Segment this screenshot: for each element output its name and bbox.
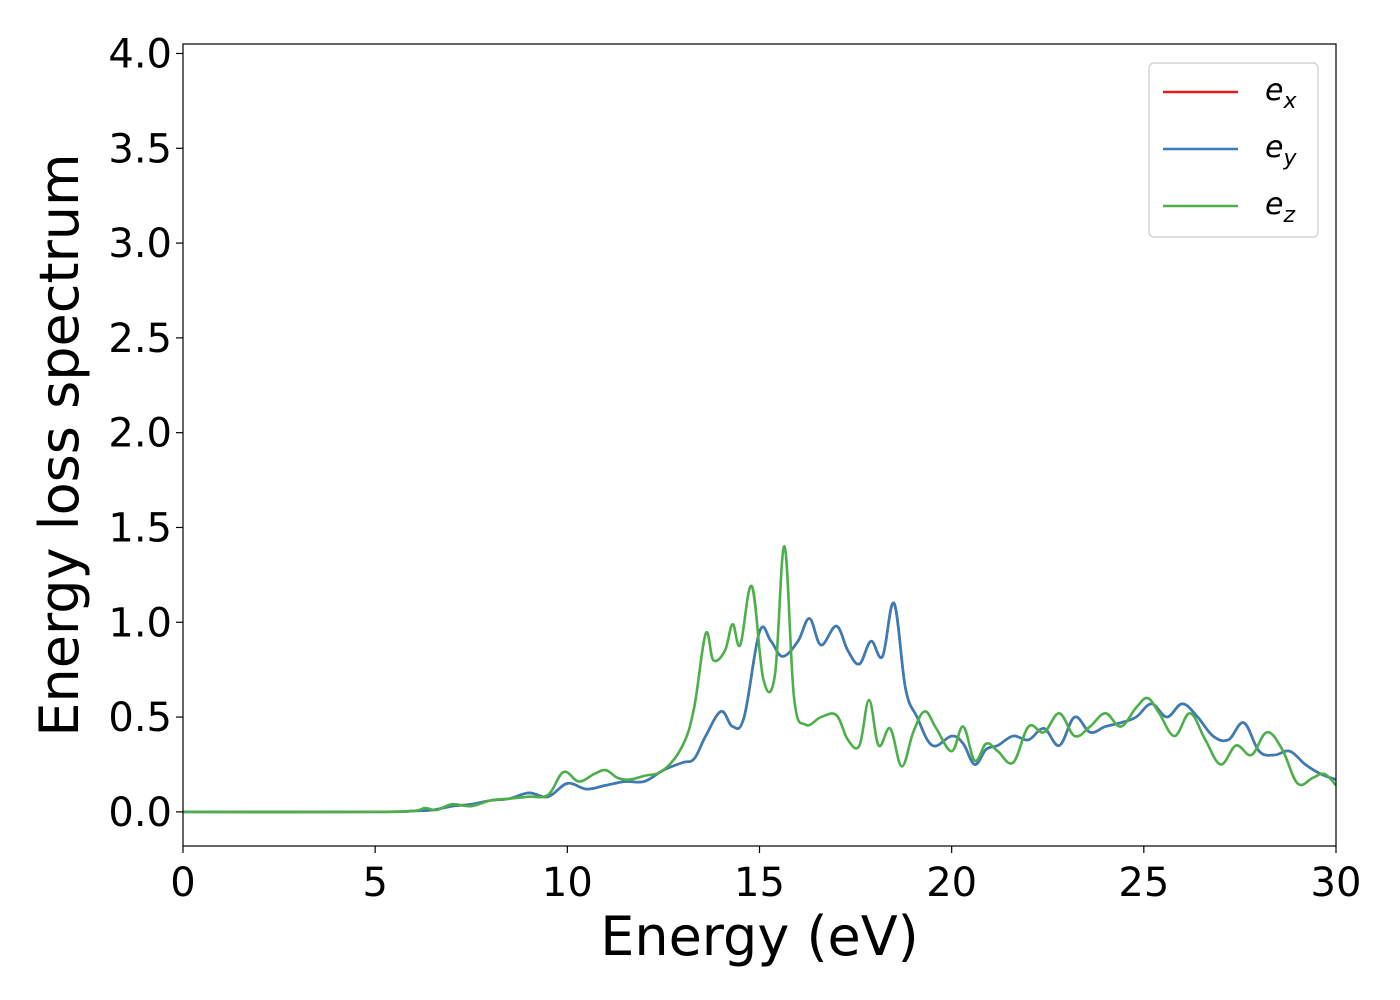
y-tick-label: 1.5: [108, 505, 172, 551]
legend-label-x: ex: [1265, 73, 1297, 114]
series-line-z: [183, 545, 1336, 814]
x-tick-label: 5: [362, 860, 387, 906]
y-tick-label: 2.0: [108, 411, 172, 457]
x-tick-label: 10: [542, 860, 593, 906]
y-tick-label: 0.5: [108, 695, 172, 741]
axis-ticks: 0 5 10 15 20 25 30 0.0 0.5 1.0 1.5 2.0 2.5 3.0 3.5 4.0: [108, 31, 1361, 906]
x-tick-label: 15: [734, 860, 785, 906]
x-tick-label: 0: [170, 860, 195, 906]
y-tick-label: 3.5: [108, 126, 172, 172]
y-tick-label: 3.0: [108, 221, 172, 267]
y-tick-label: 4.0: [108, 31, 172, 77]
x-tick-label: 30: [1311, 860, 1362, 906]
x-tick-label: 25: [1118, 860, 1169, 906]
legend: ex ey ez: [1148, 62, 1319, 238]
legend-label-z: ez: [1265, 187, 1295, 228]
x-axis-title: Energy (eV): [600, 905, 919, 968]
series-lines: [183, 545, 1336, 814]
series-line-y: [183, 601, 1336, 814]
y-tick-label: 0.0: [108, 790, 172, 836]
y-tick-label: 1.0: [108, 600, 172, 646]
y-tick-label: 2.5: [108, 316, 172, 362]
x-tick-label: 20: [926, 860, 977, 906]
y-axis-title: Energy loss spectrum: [28, 153, 91, 736]
legend-label-y: ey: [1265, 130, 1297, 171]
